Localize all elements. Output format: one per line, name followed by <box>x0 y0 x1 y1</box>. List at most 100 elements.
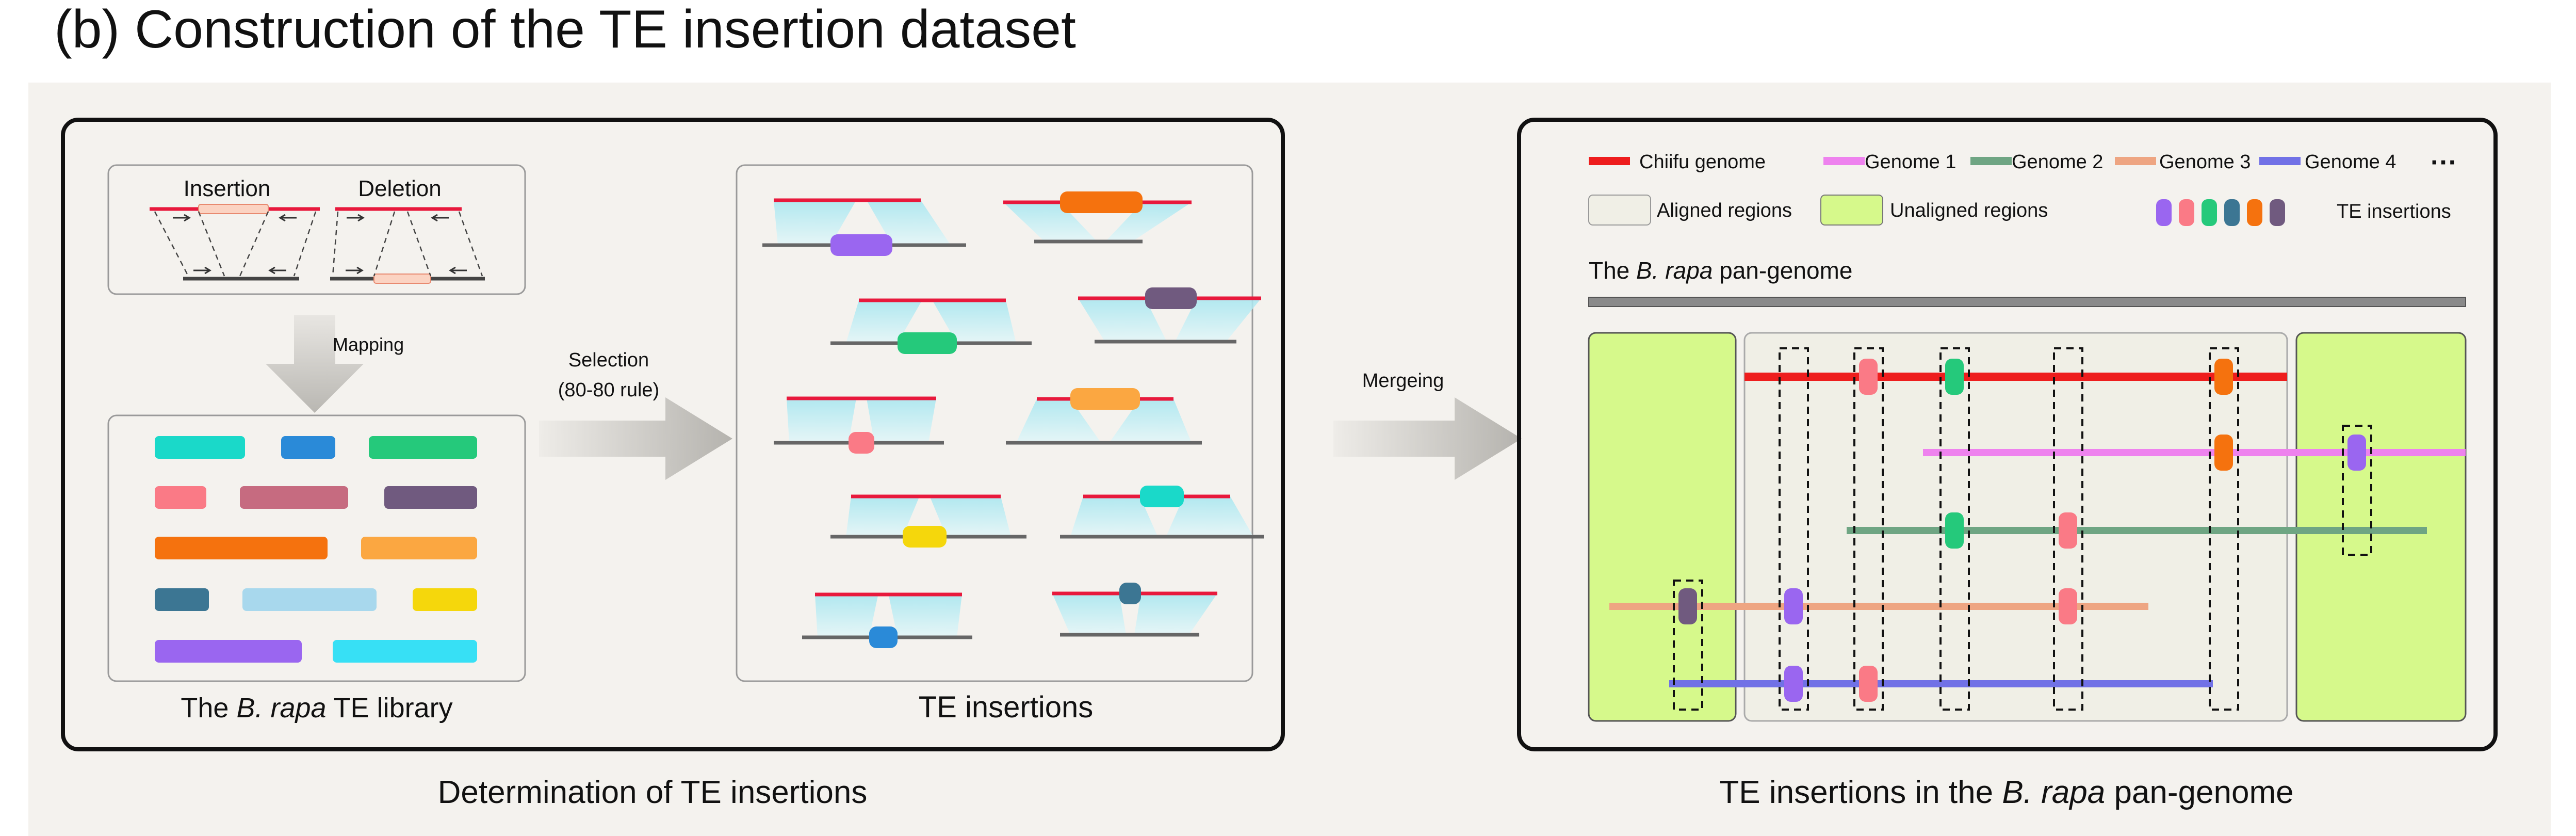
te-insertion-segment <box>869 626 898 648</box>
te-insertion-segment <box>830 234 892 256</box>
merge-box-5 <box>2053 347 2083 711</box>
legend-unaligned-label: Unaligned regions <box>1890 200 2048 221</box>
te-library-bar <box>361 537 477 559</box>
te-library-bar <box>333 640 477 663</box>
te-library-bar <box>413 588 477 611</box>
te-mark-chiifu-3 <box>2214 359 2233 395</box>
legend-unaligned-swatch <box>1820 195 1883 226</box>
legend-genome2-label: Genome 2 <box>2012 151 2103 173</box>
alignment-schematic-box <box>107 164 526 295</box>
te-library-bar <box>155 537 328 559</box>
te-library-bar <box>384 486 477 509</box>
merge-box-2 <box>1779 347 1809 711</box>
legend-genome3-swatch <box>2115 157 2156 165</box>
right-panel-caption: TE insertions in the B. rapa pan-genome <box>1719 775 2293 810</box>
left-panel-caption: Determination of TE insertions <box>438 775 868 810</box>
te-library-bars <box>155 436 477 663</box>
legend-te-swatches <box>2156 199 2285 226</box>
pangenome-label: The B. rapa pan-genome <box>1589 257 1852 284</box>
figure-title: (b) Construction of the TE insertion dat… <box>54 0 1076 59</box>
merge-box-6 <box>2209 347 2239 711</box>
mapping-label: Mapping <box>333 334 404 355</box>
te-insertion-segment <box>898 332 957 354</box>
te-library-caption: The B. rapa TE library <box>181 693 452 724</box>
te-mark-genome4-2 <box>1859 666 1878 702</box>
te-library-bar <box>240 486 348 509</box>
te-library-bar <box>155 588 209 611</box>
legend-te-swatch <box>2247 199 2262 226</box>
legend-genome2-swatch <box>1970 157 2012 165</box>
insertion-schematic <box>150 204 320 281</box>
left-panel <box>61 118 1285 751</box>
legend-te-swatch <box>2179 199 2194 226</box>
te-mark-genome3-2 <box>1784 588 1803 624</box>
te-library-bar <box>155 486 206 509</box>
te-library-bar <box>155 640 302 663</box>
merge-box-3 <box>1853 347 1884 711</box>
legend-more: ··· <box>2431 148 2457 178</box>
legend-genome4-label: Genome 4 <box>2305 151 2396 173</box>
deletion-te-segment <box>373 274 431 284</box>
te-insertion-example <box>1006 388 1202 445</box>
legend-te-swatch <box>2156 199 2172 226</box>
te-mark-chiifu-2 <box>1945 359 1964 395</box>
te-insertions-box <box>736 164 1253 682</box>
merge-box-4 <box>1939 347 1970 711</box>
te-insertion-segment <box>1119 583 1141 604</box>
legend-te-swatch <box>2270 199 2285 226</box>
legend-genome3-label: Genome 3 <box>2159 151 2251 173</box>
unaligned-region-left <box>1588 332 1737 722</box>
te-mark-genome4-1 <box>1784 666 1803 702</box>
te-insertion-example <box>1060 486 1264 539</box>
pangenome-te-insertions <box>1678 359 2366 702</box>
te-mark-chiifu-1 <box>1859 359 1878 395</box>
legend-genome1-swatch <box>1823 157 1865 165</box>
legend-te-swatch <box>2224 199 2240 226</box>
te-insertion-examples <box>762 191 1264 648</box>
te-insertion-example <box>1003 191 1192 244</box>
te-mark-genome1-1 <box>2214 435 2233 471</box>
legend-chiifu-swatch <box>1589 157 1630 165</box>
te-insertion-segment <box>1140 486 1184 507</box>
legend-chiifu-label: Chiifu genome <box>1639 151 1766 173</box>
legend-aligned-swatch <box>1588 195 1651 226</box>
te-insertion-segment <box>1060 191 1143 213</box>
mapping-arrow <box>266 315 364 413</box>
te-insertion-example <box>802 592 972 648</box>
te-mark-genome3-3 <box>2059 588 2077 624</box>
insertion-label: Insertion <box>184 176 271 201</box>
te-mark-genome1-2 <box>2347 435 2366 471</box>
merging-label: Mergeing <box>1362 370 1444 392</box>
merge-box-1 <box>1673 580 1703 711</box>
selection-label-2: (80-80 rule) <box>558 379 659 401</box>
te-library-bar <box>281 436 335 459</box>
te-library-bar <box>242 588 377 611</box>
te-insertion-segment <box>903 526 947 548</box>
legend-genome4-swatch <box>2259 157 2301 165</box>
te-insertion-segment <box>1070 388 1140 410</box>
legend: Chiifu genome Genome 1 Genome 2 Genome 3… <box>1588 148 2457 226</box>
legend-te-swatch <box>2202 199 2217 226</box>
selection-arrow <box>539 397 732 480</box>
te-insertion-segment <box>1145 287 1197 309</box>
legend-te-label: TE insertions <box>2337 201 2451 222</box>
te-insertion-example <box>1052 583 1217 637</box>
merge-box-7 <box>2342 425 2372 556</box>
te-mark-genome2-1 <box>1945 512 1964 549</box>
right-panel <box>1517 118 2498 751</box>
merging-arrow <box>1333 397 1522 480</box>
legend-genome1-label: Genome 1 <box>1865 151 1956 173</box>
deletion-label: Deletion <box>358 176 441 201</box>
te-library-bar <box>155 436 245 459</box>
te-insertion-segment <box>849 432 874 454</box>
te-insertions-caption: TE insertions <box>919 690 1093 724</box>
te-mark-genome2-2 <box>2059 512 2077 549</box>
selection-label-1: Selection <box>568 349 649 371</box>
te-library-bar <box>369 436 477 459</box>
legend-aligned-label: Aligned regions <box>1657 200 1792 221</box>
pangenome-bar <box>1588 297 2466 307</box>
te-insertion-example <box>774 396 944 454</box>
te-insertion-example <box>1078 287 1261 344</box>
te-insertion-example <box>762 198 966 256</box>
